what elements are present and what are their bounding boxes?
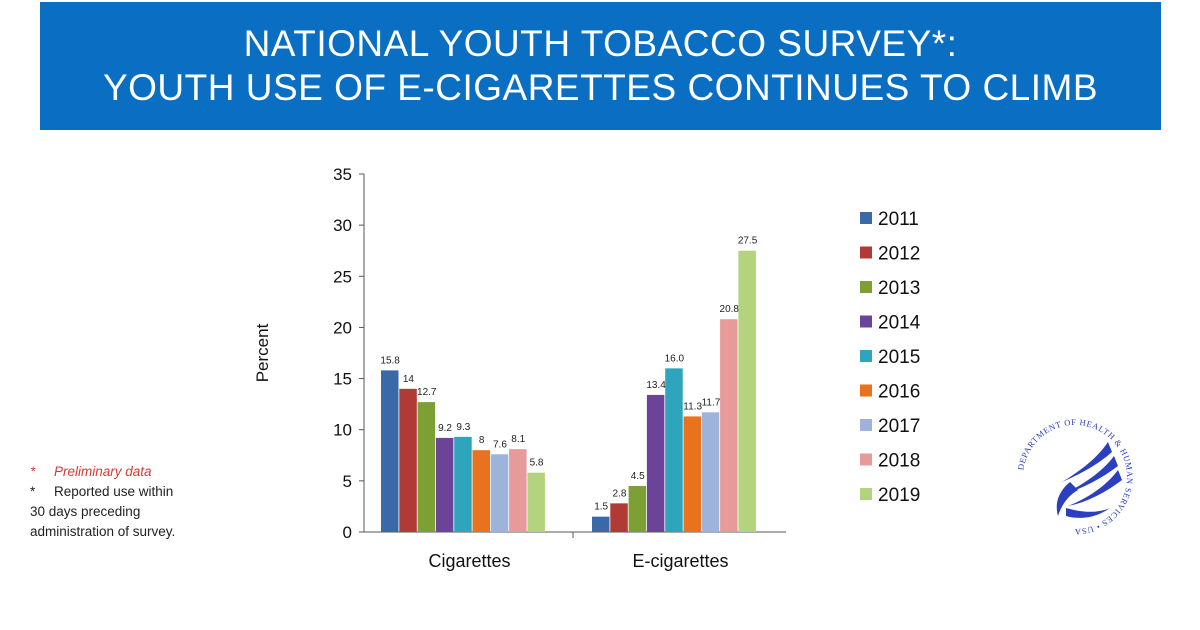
legend-label: 2019 [878,485,920,506]
legend-swatch [860,419,872,431]
legend-label: 2013 [878,278,920,299]
y-tick-label: 15 [333,370,352,389]
bar-data-label: 14 [403,374,415,385]
bar [592,516,610,532]
bar-data-label: 5.8 [530,458,544,469]
bar-data-label: 16.0 [665,353,685,364]
y-tick-label: 5 [343,472,352,491]
bar-data-label: 8.1 [511,434,525,445]
bar-data-label: 11.3 [683,401,702,412]
bar-data-label: 15.8 [380,355,400,366]
bar-data-label: 13.4 [646,380,666,391]
bar [509,449,527,532]
x-category-label: Cigarettes [428,551,510,571]
y-axis-label: Percent [253,323,272,382]
footnote-reported-text-1: Reported use within [54,484,174,499]
bar [720,319,738,532]
legend-swatch [860,246,872,259]
legend-swatch [860,212,872,224]
footnote-reported-text-2: 30 days preceding [30,504,141,519]
legend-label: 2016 [878,382,920,403]
bar-data-label: 2.8 [612,488,626,499]
bar-data-label: 11.7 [702,397,721,408]
bar-data-label: 20.8 [720,304,740,315]
y-tick-label: 0 [343,523,352,542]
footnote-star: * [30,484,36,499]
y-tick-label: 20 [333,318,352,337]
title-line-1: NATIONAL YOUTH TOBACCO SURVEY*: [243,23,958,64]
header-banner: NATIONAL YOUTH TOBACCO SURVEY*: YOUTH US… [40,2,1161,130]
legend-label: 2014 [878,313,921,334]
bar [665,368,683,532]
legend-swatch [860,384,872,397]
bar [435,437,454,532]
bar [610,503,628,532]
bar-data-label: 8 [479,435,485,446]
legend-swatch [860,488,872,500]
y-tick-label: 35 [333,165,352,184]
bar [646,394,665,532]
legend-label: 2012 [878,244,920,265]
bar [490,454,509,532]
legend-swatch [860,281,872,293]
bar [381,370,399,532]
footnote-preliminary: * Preliminary data [30,462,240,482]
bar-data-label: 9.2 [438,423,452,434]
footnote-star: * [30,464,36,479]
bar-data-label: 7.6 [493,439,507,450]
y-tick-label: 25 [333,267,352,286]
bar-data-label: 4.5 [631,471,645,482]
eagle-icon [1056,442,1122,518]
bar [399,388,417,532]
y-tick-label: 10 [333,421,352,440]
title-line-2: YOUTH USE OF E-CIGARETTES CONTINUES TO C… [102,67,1099,108]
bar-data-label: 27.5 [738,236,758,247]
legend-label: 2018 [878,451,920,472]
legend-swatch [860,350,872,362]
bar [628,485,647,532]
bar-data-label: 9.3 [456,422,470,433]
bar [417,402,436,532]
bar [701,412,720,532]
legend-label: 2017 [878,416,920,437]
footnote-reported-text-3: administration of survey. [30,524,176,539]
y-tick-label: 30 [333,216,352,235]
bar [683,416,701,532]
bar [738,250,756,532]
x-category-label: E-cigarettes [632,551,728,571]
legend-label: 2011 [878,209,919,230]
bar-data-label: 12.7 [417,387,437,398]
bar [527,472,545,532]
footnote-preliminary-text: Preliminary data [54,464,152,479]
legend-swatch [860,453,872,466]
footnote-reported-use: * Reported use within [30,482,240,502]
bar [472,450,490,532]
legend-label: 2015 [878,347,920,368]
hhs-seal-icon: DEPARTMENT OF HEALTH & HUMAN SERVICES • … [1015,417,1134,537]
legend-swatch [860,315,872,328]
footnotes: * Preliminary data * Reported use within… [30,462,240,542]
bar [454,436,472,532]
bar-data-label: 1.5 [594,502,608,513]
